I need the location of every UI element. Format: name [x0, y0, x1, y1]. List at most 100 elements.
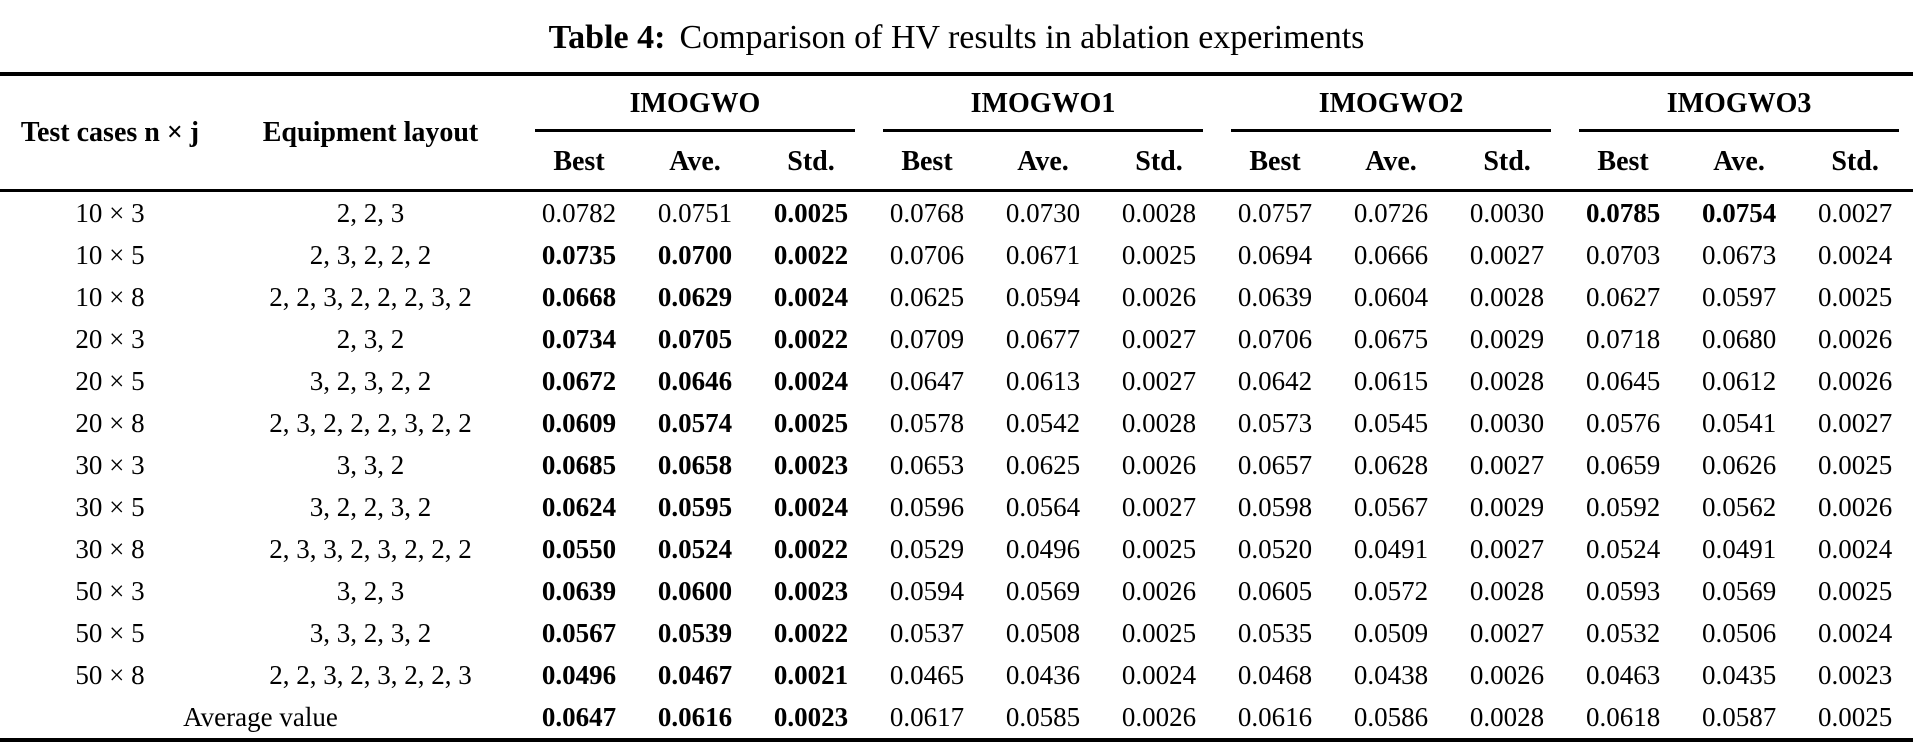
value-cell: 0.0026	[1817, 323, 1893, 354]
average-row: Average value 0.0647 0.0616 0.0023 0.0617 0.0…	[0, 696, 1913, 740]
header-test-cases: Test cases n × j	[0, 74, 220, 192]
layout-cell: 2, 2, 3, 2, 3, 2, 2, 3	[269, 659, 472, 690]
value-cell: 0.0026	[1121, 281, 1197, 312]
value-cell: 0.0028	[1469, 575, 1545, 606]
value-cell: 0.0025	[1121, 239, 1197, 270]
value-cell: 0.0030	[1469, 197, 1545, 228]
table-row: 10 × 8 2, 2, 3, 2, 2, 2, 3, 2 0.0668 0.0629…	[0, 276, 1913, 318]
value-cell: 0.0027	[1469, 449, 1545, 480]
value-cell: 0.0026	[1817, 365, 1893, 396]
value-cell: 0.0605	[1237, 575, 1313, 606]
value-cell: 0.0028	[1469, 701, 1545, 732]
value-cell: 0.0595	[657, 491, 733, 522]
header-imogwo2-ave: Ave.	[1333, 134, 1450, 192]
value-cell: 0.0639	[541, 575, 617, 606]
value-cell: 0.0705	[657, 323, 733, 354]
test-case-cell: 10 × 8	[75, 281, 145, 312]
value-cell: 0.0027	[1469, 533, 1545, 564]
value-cell: 0.0653	[889, 449, 965, 480]
value-cell: 0.0618	[1585, 701, 1661, 732]
layout-cell: 3, 3, 2, 3, 2	[309, 617, 432, 648]
value-cell: 0.0576	[1585, 407, 1661, 438]
layout-cell: 3, 3, 2	[336, 449, 405, 480]
value-cell: 0.0647	[889, 365, 965, 396]
value-cell: 0.0585	[1005, 701, 1081, 732]
value-cell: 0.0550	[541, 533, 617, 564]
value-cell: 0.0754	[1701, 197, 1777, 228]
value-cell: 0.0600	[657, 575, 733, 606]
value-cell: 0.0624	[541, 491, 617, 522]
value-cell: 0.0642	[1237, 365, 1313, 396]
value-cell: 0.0496	[1005, 533, 1081, 564]
value-cell: 0.0028	[1469, 365, 1545, 396]
header-group-row: Test cases n × j Equipment layout IMOGWO…	[0, 74, 1913, 192]
table-caption-label: Table 4:	[548, 19, 666, 56]
test-case-cell: 30 × 8	[75, 533, 145, 564]
value-cell: 0.0639	[1237, 281, 1313, 312]
value-cell: 0.0615	[1353, 365, 1429, 396]
table-row: 20 × 3 2, 3, 2 0.0734 0.0705 0.0022 0.0709 0.0…	[0, 318, 1913, 360]
value-cell: 0.0586	[1353, 701, 1429, 732]
table-row: 50 × 8 2, 2, 3, 2, 3, 2, 2, 3 0.0496 0.0467…	[0, 654, 1913, 696]
value-cell: 0.0524	[657, 533, 733, 564]
value-cell: 0.0629	[657, 281, 733, 312]
header-imogwo1-std: Std.	[1101, 134, 1218, 192]
test-case-cell: 20 × 3	[75, 323, 145, 354]
layout-cell: 2, 2, 3	[336, 197, 405, 228]
value-cell: 0.0438	[1353, 659, 1429, 690]
test-case-cell: 50 × 3	[75, 575, 145, 606]
value-cell: 0.0542	[1005, 407, 1081, 438]
test-case-cell: 10 × 5	[75, 239, 145, 270]
value-cell: 0.0027	[1469, 239, 1545, 270]
header-group-imogwo2: IMOGWO2	[1217, 74, 1565, 134]
value-cell: 0.0539	[657, 617, 733, 648]
value-cell: 0.0023	[773, 701, 849, 732]
value-cell: 0.0435	[1701, 659, 1777, 690]
table-row: 30 × 5 3, 2, 2, 3, 2 0.0624 0.0595 0.0024 0.0…	[0, 486, 1913, 528]
value-cell: 0.0604	[1353, 281, 1429, 312]
value-cell: 0.0735	[541, 239, 617, 270]
value-cell: 0.0751	[657, 197, 733, 228]
header-group-imogwo3: IMOGWO3	[1565, 74, 1913, 134]
value-cell: 0.0673	[1701, 239, 1777, 270]
value-cell: 0.0562	[1701, 491, 1777, 522]
value-cell: 0.0028	[1469, 281, 1545, 312]
table-header: Test cases n × j Equipment layout IMOGWO…	[0, 74, 1913, 192]
table-row: 10 × 3 2, 2, 3 0.0782 0.0751 0.0025 0.0768 0.0…	[0, 191, 1913, 235]
value-cell: 0.0617	[889, 701, 965, 732]
value-cell: 0.0025	[1817, 449, 1893, 480]
value-cell: 0.0467	[657, 659, 733, 690]
header-imogwo3-best: Best	[1565, 134, 1682, 192]
value-cell: 0.0574	[657, 407, 733, 438]
value-cell: 0.0508	[1005, 617, 1081, 648]
value-cell: 0.0659	[1585, 449, 1661, 480]
value-cell: 0.0026	[1121, 575, 1197, 606]
header-imogwo1-best: Best	[869, 134, 985, 192]
value-cell: 0.0625	[1005, 449, 1081, 480]
layout-cell: 2, 3, 2	[336, 323, 405, 354]
value-cell: 0.0026	[1469, 659, 1545, 690]
value-cell: 0.0535	[1237, 617, 1313, 648]
header-imogwo-best: Best	[521, 134, 637, 192]
value-cell: 0.0529	[889, 533, 965, 564]
value-cell: 0.0782	[541, 197, 617, 228]
value-cell: 0.0612	[1701, 365, 1777, 396]
value-cell: 0.0545	[1353, 407, 1429, 438]
value-cell: 0.0685	[541, 449, 617, 480]
value-cell: 0.0026	[1121, 701, 1197, 732]
average-label: Average value	[183, 701, 338, 732]
value-cell: 0.0509	[1353, 617, 1429, 648]
test-case-cell: 10 × 3	[75, 197, 145, 228]
value-cell: 0.0658	[657, 449, 733, 480]
table-body: 10 × 3 2, 2, 3 0.0782 0.0751 0.0025 0.0768 0.0…	[0, 191, 1913, 741]
header-imogwo2-std: Std.	[1449, 134, 1566, 192]
layout-cell: 2, 3, 3, 2, 3, 2, 2, 2	[269, 533, 472, 564]
value-cell: 0.0027	[1817, 407, 1893, 438]
header-group-imogwo-label: IMOGWO	[535, 78, 855, 132]
table-row: 30 × 3 3, 3, 2 0.0685 0.0658 0.0023 0.0653 0.0…	[0, 444, 1913, 486]
value-cell: 0.0537	[889, 617, 965, 648]
header-imogwo-std: Std.	[753, 134, 869, 192]
value-cell: 0.0598	[1237, 491, 1313, 522]
value-cell: 0.0025	[1817, 701, 1893, 732]
layout-cell: 2, 2, 3, 2, 2, 2, 3, 2	[269, 281, 472, 312]
